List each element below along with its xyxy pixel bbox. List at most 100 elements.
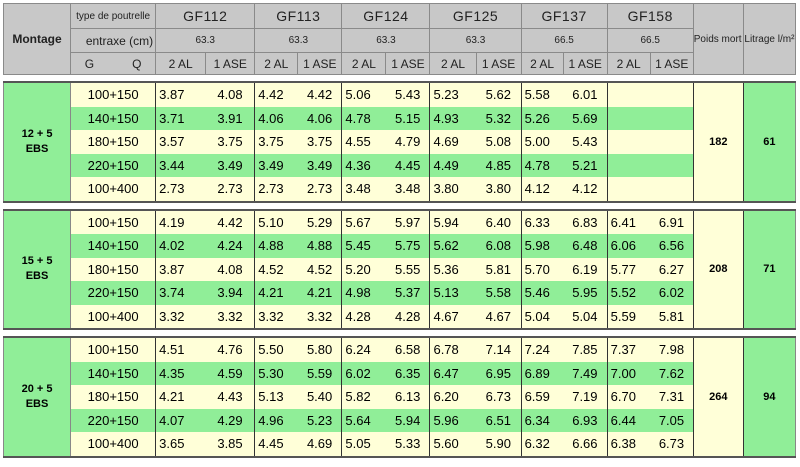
span-value: 3.87 — [155, 82, 206, 107]
span-value: 6.08 — [476, 234, 522, 258]
load-g-q: 180+150 — [70, 130, 156, 154]
g-label: G — [84, 56, 95, 71]
litrage-header: Litrage l/m² — [742, 3, 797, 75]
span-value: 5.62 — [429, 234, 477, 258]
span-value: 3.80 — [476, 177, 522, 202]
span-value: 6.13 — [385, 385, 430, 409]
col-2al: 2 AL — [341, 52, 387, 75]
span-value: 6.24 — [341, 337, 386, 362]
span-value: 3.71 — [155, 106, 206, 130]
span-value: 4.96 — [254, 408, 298, 432]
span-value: 4.45 — [254, 432, 298, 457]
span-value: 5.62 — [476, 82, 522, 107]
span-value: 5.04 — [520, 304, 564, 329]
beam-name: GF137 — [520, 3, 608, 29]
span-value: 4.93 — [429, 106, 477, 130]
table-row: 140+150 4.02 4.24 4.88 4.88 5.45 5.75 5.62 6.08 5… — [4, 234, 796, 258]
span-value: 5.94 — [429, 209, 477, 234]
span-value — [650, 82, 694, 107]
litrage-value: 94 — [742, 337, 797, 457]
span-value: 5.40 — [297, 385, 342, 409]
span-value: 5.15 — [385, 106, 430, 130]
table-row: 100+400 3.32 3.32 3.32 3.32 4.28 4.28 4.67 4.67 5… — [4, 304, 796, 329]
beam-name: GF124 — [341, 3, 431, 29]
span-value: 7.62 — [650, 361, 694, 385]
span-value: 6.33 — [520, 209, 564, 234]
span-value: 5.67 — [341, 209, 386, 234]
poids-value: 264 — [692, 337, 744, 457]
montage-cell: 15 + 5 EBS — [2, 209, 71, 329]
span-value: 4.69 — [297, 432, 342, 457]
entraxe-value: 63.3 — [155, 28, 256, 53]
load-g-q: 100+150 — [70, 337, 156, 362]
span-value — [606, 82, 651, 107]
span-value: 4.88 — [297, 234, 342, 258]
span-value: 5.33 — [385, 432, 430, 457]
col-2al: 2 AL — [429, 52, 477, 75]
span-value: 3.32 — [297, 304, 342, 329]
span-value: 5.81 — [476, 257, 522, 281]
span-value: 4.42 — [205, 209, 255, 234]
span-value: 6.91 — [650, 209, 694, 234]
q-label: Q — [132, 56, 142, 71]
span-value: 6.02 — [650, 281, 694, 305]
span-value: 5.37 — [385, 281, 430, 305]
span-value: 5.50 — [254, 337, 298, 362]
span-value: 6.59 — [520, 385, 564, 409]
span-value: 6.34 — [520, 408, 564, 432]
table-row: 12 + 5 EBS 100+150 3.87 4.08 4.42 4.42 5.06 5.4… — [2, 82, 797, 202]
table-row: 20 + 5 EBS 100+150 4.51 4.76 5.50 5.80 6.24 6.5… — [2, 337, 797, 457]
load-g-q: 100+400 — [70, 177, 156, 202]
span-value: 5.59 — [606, 304, 651, 329]
span-value: 3.80 — [429, 177, 477, 202]
col-2al: 2 AL — [155, 52, 207, 75]
table-header: Montage type de poutrelle GF112 GF113 GF124 G… — [2, 3, 797, 75]
span-value: 6.95 — [476, 361, 522, 385]
col-1ase: 1 ASE — [475, 52, 522, 75]
span-value: 6.47 — [429, 361, 477, 385]
poids-value: 182 — [692, 82, 744, 202]
span-value: 5.95 — [563, 281, 608, 305]
table-row: 220+150 3.74 3.94 4.21 4.21 4.98 5.37 5.13 5.58 5… — [4, 281, 796, 305]
litrage-value: 61 — [742, 82, 797, 202]
table-row: 180+150 4.21 4.43 5.13 5.40 5.82 6.13 6.20 6.73 6… — [4, 385, 796, 409]
span-value: 4.52 — [297, 257, 342, 281]
span-value: 7.98 — [650, 337, 694, 362]
span-value: 4.98 — [341, 281, 386, 305]
span-value: 2.73 — [205, 177, 255, 202]
span-value: 5.81 — [650, 304, 694, 329]
span-value: 4.43 — [205, 385, 255, 409]
span-value: 3.65 — [155, 432, 206, 457]
span-value: 5.58 — [476, 281, 522, 305]
span-value: 5.82 — [341, 385, 386, 409]
span-value: 5.98 — [520, 234, 564, 258]
span-value: 4.24 — [205, 234, 255, 258]
span-value: 4.88 — [254, 234, 298, 258]
span-value: 5.46 — [520, 281, 564, 305]
col-2al: 2 AL — [254, 52, 299, 75]
span-value: 3.87 — [155, 257, 206, 281]
span-value: 2.73 — [254, 177, 298, 202]
span-value: 5.32 — [476, 106, 522, 130]
span-value: 4.59 — [205, 361, 255, 385]
table-row: 140+150 4.35 4.59 5.30 5.59 6.02 6.35 6.47 6.95 6… — [4, 361, 796, 385]
span-value: 5.05 — [341, 432, 386, 457]
span-value: 4.42 — [297, 82, 342, 107]
col-2al: 2 AL — [520, 52, 564, 75]
span-value: 7.49 — [563, 361, 608, 385]
entraxe-label: entraxe (cm) — [70, 28, 157, 53]
span-value: 4.76 — [205, 337, 255, 362]
montage-cell: 20 + 5 EBS — [2, 337, 71, 457]
span-value: 4.51 — [155, 337, 206, 362]
span-value: 6.44 — [606, 408, 651, 432]
poids-header: Poids mort daN/m² — [692, 3, 744, 75]
load-g-q: 100+400 — [70, 304, 156, 329]
span-value: 5.36 — [429, 257, 477, 281]
span-value: 6.38 — [606, 432, 651, 457]
span-value: 4.21 — [155, 385, 206, 409]
span-value: 6.56 — [650, 234, 694, 258]
table-row: 100+400 3.65 3.85 4.45 4.69 5.05 5.33 5.60 5.90 6… — [4, 432, 796, 457]
span-value — [650, 106, 694, 130]
span-value: 4.49 — [429, 153, 477, 177]
span-value: 4.55 — [341, 130, 386, 154]
